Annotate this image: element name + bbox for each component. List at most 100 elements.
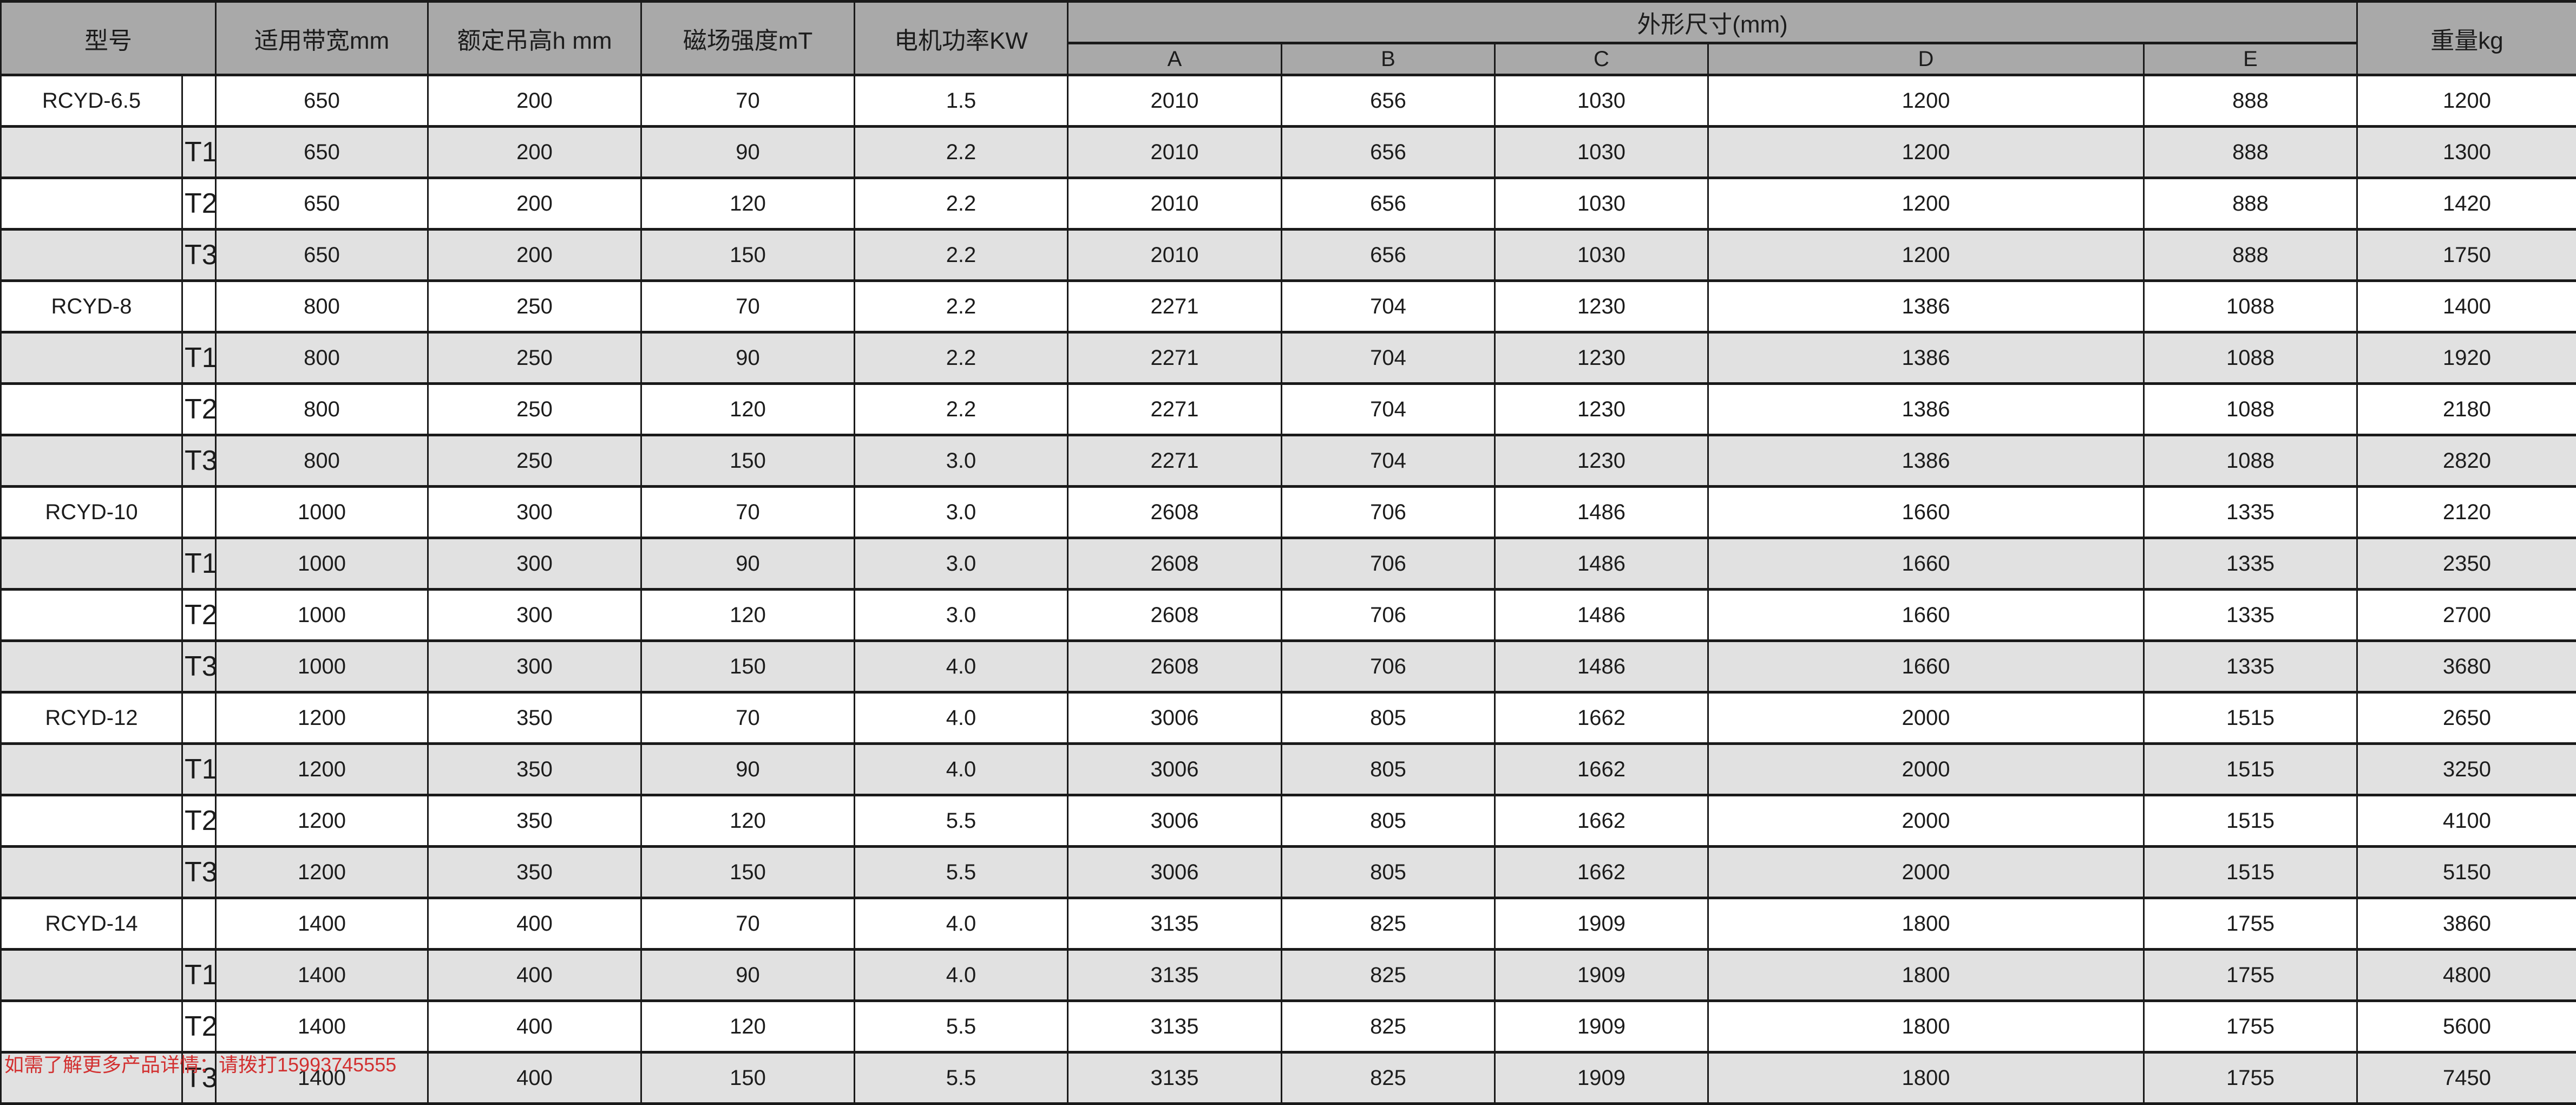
- A-cell: 2271: [1068, 384, 1282, 435]
- variant-cell: [182, 898, 216, 950]
- E-cell: 1088: [2144, 384, 2357, 435]
- header-weight: 重量kg: [2357, 2, 2576, 75]
- model-cell: RCYD-14: [1, 898, 182, 950]
- mag-cell: 70: [641, 487, 855, 538]
- B-cell: 656: [1282, 178, 1495, 230]
- lift-cell: 400: [428, 898, 641, 950]
- bandwidth-cell: 1000: [216, 590, 428, 641]
- variant-cell: T1: [182, 127, 216, 178]
- variant-cell: T2: [182, 178, 216, 230]
- weight-cell: 5600: [2357, 1001, 2576, 1052]
- weight-cell: 3860: [2357, 898, 2576, 950]
- C-cell: 1230: [1495, 281, 1708, 332]
- bandwidth-cell: 800: [216, 332, 428, 384]
- mag-cell: 120: [641, 178, 855, 230]
- model-cell: [1, 590, 182, 641]
- kw-cell: 4.0: [855, 898, 1068, 950]
- C-cell: 1230: [1495, 332, 1708, 384]
- lift-cell: 250: [428, 435, 641, 487]
- C-cell: 1486: [1495, 590, 1708, 641]
- mag-cell: 150: [641, 641, 855, 692]
- A-cell: 3135: [1068, 898, 1282, 950]
- lift-cell: 300: [428, 538, 641, 590]
- variant-cell: T2: [182, 795, 216, 847]
- kw-cell: 5.5: [855, 795, 1068, 847]
- header-dim-e: E: [2144, 43, 2357, 75]
- bandwidth-cell: 650: [216, 230, 428, 281]
- page: 型号 适用带宽mm 额定吊高h mm 磁场强度mT 电机功率KW 外形尺寸(mm…: [0, 0, 2576, 1076]
- C-cell: 1909: [1495, 1052, 1708, 1104]
- D-cell: 1660: [1708, 590, 2144, 641]
- kw-cell: 2.2: [855, 127, 1068, 178]
- E-cell: 1088: [2144, 281, 2357, 332]
- A-cell: 3006: [1068, 744, 1282, 795]
- model-cell: [1, 127, 182, 178]
- B-cell: 656: [1282, 75, 1495, 127]
- B-cell: 825: [1282, 950, 1495, 1001]
- model-cell: RCYD-12: [1, 692, 182, 744]
- C-cell: 1030: [1495, 178, 1708, 230]
- weight-cell: 1300: [2357, 127, 2576, 178]
- bandwidth-cell: 800: [216, 281, 428, 332]
- lift-cell: 200: [428, 75, 641, 127]
- B-cell: 704: [1282, 332, 1495, 384]
- lift-cell: 200: [428, 230, 641, 281]
- bandwidth-cell: 1400: [216, 950, 428, 1001]
- B-cell: 805: [1282, 692, 1495, 744]
- B-cell: 704: [1282, 281, 1495, 332]
- lift-cell: 350: [428, 744, 641, 795]
- E-cell: 1088: [2144, 332, 2357, 384]
- mag-cell: 120: [641, 384, 855, 435]
- mag-cell: 90: [641, 744, 855, 795]
- bandwidth-cell: 650: [216, 127, 428, 178]
- lift-cell: 350: [428, 692, 641, 744]
- bandwidth-cell: 1200: [216, 744, 428, 795]
- model-cell: [1, 1001, 182, 1052]
- A-cell: 3135: [1068, 1001, 1282, 1052]
- bandwidth-cell: 650: [216, 178, 428, 230]
- A-cell: 2271: [1068, 332, 1282, 384]
- E-cell: 1088: [2144, 435, 2357, 487]
- mag-cell: 70: [641, 692, 855, 744]
- variant-cell: T2: [182, 590, 216, 641]
- C-cell: 1030: [1495, 127, 1708, 178]
- B-cell: 805: [1282, 795, 1495, 847]
- variant-cell: [182, 487, 216, 538]
- variant-cell: T3: [182, 641, 216, 692]
- model-cell: [1, 950, 182, 1001]
- variant-cell: T1: [182, 744, 216, 795]
- D-cell: 1660: [1708, 641, 2144, 692]
- D-cell: 1660: [1708, 538, 2144, 590]
- E-cell: 888: [2144, 75, 2357, 127]
- E-cell: 1335: [2144, 487, 2357, 538]
- D-cell: 1800: [1708, 898, 2144, 950]
- A-cell: 2608: [1068, 538, 1282, 590]
- kw-cell: 4.0: [855, 950, 1068, 1001]
- weight-cell: 3250: [2357, 744, 2576, 795]
- B-cell: 805: [1282, 847, 1495, 898]
- C-cell: 1230: [1495, 435, 1708, 487]
- E-cell: 1755: [2144, 950, 2357, 1001]
- mag-cell: 120: [641, 590, 855, 641]
- header-lift-height: 额定吊高h mm: [428, 2, 641, 75]
- bandwidth-cell: 1200: [216, 692, 428, 744]
- D-cell: 1800: [1708, 1001, 2144, 1052]
- bandwidth-cell: 1200: [216, 847, 428, 898]
- kw-cell: 5.5: [855, 1052, 1068, 1104]
- A-cell: 3006: [1068, 692, 1282, 744]
- E-cell: 888: [2144, 178, 2357, 230]
- C-cell: 1662: [1495, 744, 1708, 795]
- kw-cell: 2.2: [855, 384, 1068, 435]
- header-motor-power: 电机功率KW: [855, 2, 1068, 75]
- mag-cell: 70: [641, 281, 855, 332]
- kw-cell: 3.0: [855, 487, 1068, 538]
- mag-cell: 90: [641, 538, 855, 590]
- header-dim-b: B: [1282, 43, 1495, 75]
